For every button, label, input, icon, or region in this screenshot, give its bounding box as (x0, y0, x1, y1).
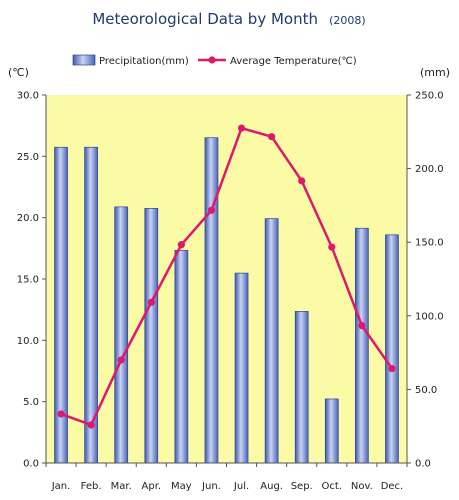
precipitation-bar-2 (114, 206, 129, 464)
temperature-point-3 (147, 298, 155, 306)
precipitation-bar-3 (144, 207, 159, 464)
legend-swatch-precipitation (72, 54, 96, 66)
right-tick-label-0: 0.0 (415, 459, 431, 470)
category-label-11: Dec. (381, 481, 404, 492)
plot-area (46, 95, 407, 463)
category-label-9: Oct. (322, 481, 342, 492)
temperature-point-1 (87, 421, 95, 429)
temperature-point-2 (117, 356, 125, 364)
chart-title-suffix: (2008) (329, 14, 366, 27)
precipitation-bar-6 (234, 272, 249, 464)
category-label-5: Jun. (201, 481, 221, 492)
right-tick-label-4: 200.0 (415, 164, 444, 175)
precipitation-bar-5 (204, 137, 219, 464)
precipitation-bar-8 (294, 311, 309, 464)
right-tick-label-2: 100.0 (415, 311, 444, 322)
chart-title: Meteorological Data by Month (92, 10, 318, 28)
axes (42, 94, 411, 467)
temperature-point-7 (268, 133, 276, 141)
legend-swatch-temperature-marker (208, 56, 216, 64)
category-label-3: Apr. (142, 481, 162, 492)
left-tick-label-5: 25.0 (17, 152, 39, 163)
category-label-0: Jan. (51, 481, 71, 492)
right-tick-label-1: 50.0 (415, 385, 437, 396)
temperature-point-9 (328, 243, 336, 251)
temperature-point-11 (388, 364, 396, 373)
right-tick-label-5: 250.0 (415, 91, 444, 102)
temperature-point-4 (177, 241, 185, 249)
tick-labels: 0.0 5.0 10.0 15.0 20.0 25.0 30.0 0.0 50.0 100.0 15… (17, 91, 444, 493)
legend-label-precipitation: Precipitation(mm) (99, 56, 189, 67)
left-tick-label-4: 20.0 (17, 213, 39, 224)
category-label-4: May (171, 481, 192, 492)
left-axis-unit: (℃) (8, 66, 29, 79)
temperature-point-0 (57, 410, 65, 418)
right-tick-label-3: 150.0 (415, 238, 444, 249)
legend: Precipitation(mm) Average Temperature(℃) (72, 54, 357, 67)
left-tick-label-3: 15.0 (17, 275, 39, 286)
temperature-point-10 (358, 322, 366, 330)
left-tick-label-2: 10.0 (17, 336, 39, 347)
precipitation-bar-4 (174, 249, 189, 464)
chart-title-group: Meteorological Data by Month (2008) (92, 9, 365, 28)
precipitation-bars (54, 137, 399, 464)
temperature-line (60, 126, 393, 427)
temperature-point-6 (237, 124, 246, 132)
category-label-1: Feb. (81, 481, 102, 492)
precipitation-bar-9 (324, 398, 339, 464)
left-tick-label-6: 30.0 (17, 91, 39, 102)
temperature-point-8 (298, 177, 306, 185)
right-axis-unit: (mm) (420, 66, 450, 79)
category-label-6: Jul. (233, 481, 249, 492)
category-label-7: Aug. (260, 481, 283, 492)
category-label-8: Sep. (291, 481, 313, 492)
left-tick-label-1: 5.0 (23, 397, 39, 408)
category-label-10: Nov. (351, 481, 373, 492)
category-label-2: Mar. (111, 481, 132, 492)
temperature-point-5 (207, 206, 216, 214)
left-tick-label-0: 0.0 (23, 459, 39, 470)
temperature-line-layer (57, 124, 396, 429)
precipitation-bar-11 (385, 234, 399, 464)
precipitation-bar-7 (264, 218, 279, 464)
legend-label-temperature: Average Temperature(℃) (230, 56, 357, 67)
svg-text:Meteorological Data by Month: Meteorological Data by Month (2008) (92, 9, 365, 28)
precipitation-bar-10 (355, 227, 369, 464)
